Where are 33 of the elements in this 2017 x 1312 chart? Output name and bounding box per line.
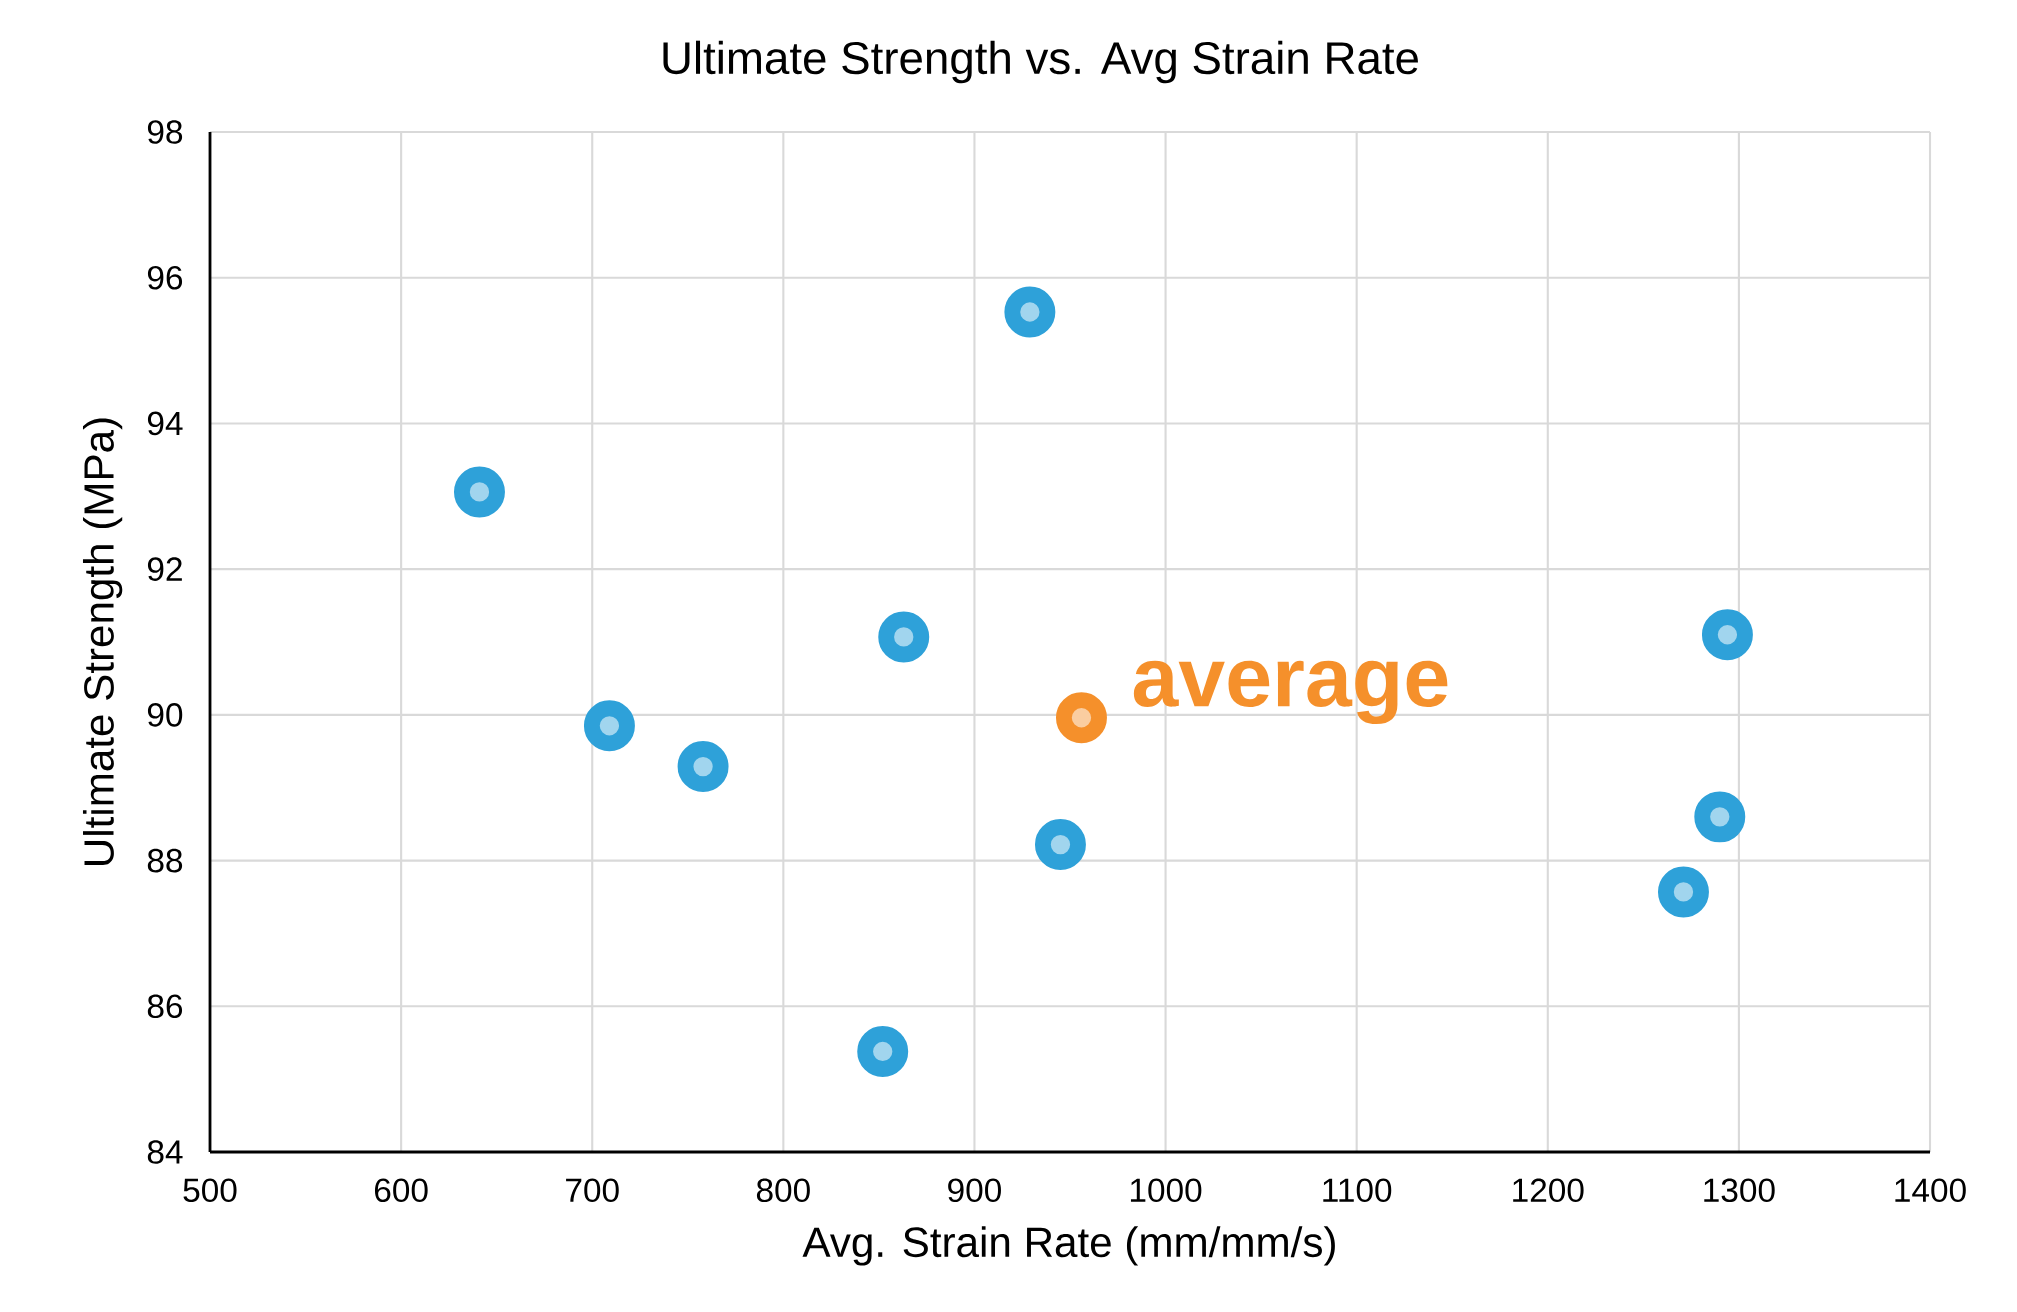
point [1701,609,1753,661]
point [583,700,635,752]
point [677,741,729,793]
point [857,1025,909,1077]
x-tick-label: 1000 [1130,1178,1202,1203]
y-tick-label: 90 [147,703,183,727]
annotation: average [1133,660,1448,725]
y-tick-label: 94 [147,411,183,436]
x-tick-label: 600 [374,1178,428,1203]
point [878,611,930,663]
x-tick-label: 500 [183,1178,237,1203]
x-tick-label: 1100 [1323,1178,1392,1203]
y-tick-label: 88 [147,848,183,873]
x-tick-label: 1400 [1895,1178,1966,1203]
y-tick-label: 84 [147,1140,183,1164]
point [1034,819,1086,871]
x-tick-label: 1200 [1513,1178,1584,1203]
y-tick-label: 98 [147,120,183,144]
y-axis-title: Ultimate Strength (MPa) [82,418,123,865]
chart-title: Ultimate Strength vs. Avg Strain Rate [663,40,1418,84]
point [1694,791,1746,843]
x-tick-label: 800 [756,1178,810,1203]
point [1004,286,1056,338]
x-tick-label: 700 [566,1178,619,1203]
point [1055,692,1107,744]
x-tick-label: 900 [948,1178,1001,1203]
y-tick-label: 92 [147,557,182,581]
y-tick-label: 86 [147,994,183,1019]
point [453,466,505,518]
y-tick-label: 96 [147,265,183,290]
point [1657,866,1709,918]
x-axis-title: Avg. Strain Rate (mm/mm/s) [802,1226,1335,1266]
x-tick-label: 1300 [1704,1178,1775,1203]
